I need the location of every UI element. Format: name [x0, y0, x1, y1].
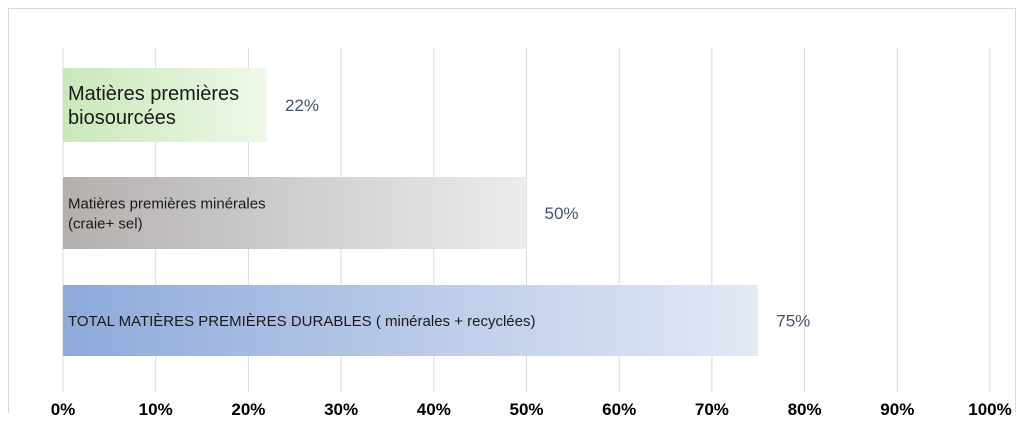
- x-tick-label-10: 100%: [968, 400, 1011, 419]
- x-tick-label-3: 30%: [324, 400, 358, 419]
- x-tick-label-8: 80%: [788, 400, 822, 419]
- data-label-0: 22%: [285, 96, 319, 115]
- bar-label-0-line-1: biosourcées: [68, 107, 176, 129]
- bar-label-0-line-0: Matières premières: [68, 83, 239, 105]
- x-tick-label-6: 60%: [602, 400, 636, 419]
- bar-1: [63, 177, 527, 249]
- x-tick-label-5: 50%: [509, 400, 543, 419]
- bar-0: [63, 68, 267, 142]
- x-tick-label-4: 40%: [417, 400, 451, 419]
- x-tick-label-2: 20%: [231, 400, 265, 419]
- data-label-1: 50%: [545, 204, 579, 223]
- data-label-2: 75%: [776, 312, 810, 331]
- bar-label-1-line-0: Matières premières minérales: [68, 195, 266, 212]
- bar-label-2-line-0: TOTAL MATIÈRES PREMIÈRES DURABLES ( miné…: [68, 313, 535, 330]
- bar-2: [63, 285, 759, 356]
- bar-label-1-line-1: (craie+ sel): [68, 215, 143, 232]
- x-axis-ticks: 0% 10% 20% 30% 40% 50% 60% 70% 80% 90% 100%: [51, 400, 1012, 419]
- chart-frame: [8, 8, 1016, 413]
- x-tick-label-1: 10%: [139, 400, 173, 419]
- x-tick-label-7: 70%: [695, 400, 729, 419]
- x-tick-label-0: 0%: [51, 400, 76, 419]
- x-tick-label-9: 90%: [880, 400, 914, 419]
